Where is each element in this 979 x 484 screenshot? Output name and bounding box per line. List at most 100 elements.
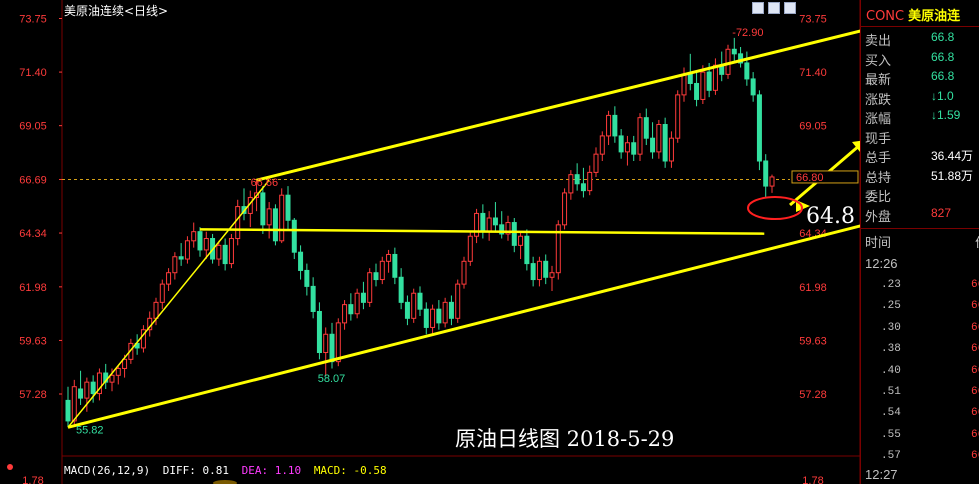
upper-channel-line [256, 0, 979, 182]
candle-body [360, 292, 366, 303]
candle-body [687, 73, 693, 84]
macd-axis-label-right: 1.78 [802, 475, 823, 484]
candle-body [430, 308, 436, 328]
candle-body [417, 292, 423, 310]
candle-body [423, 308, 429, 328]
quote-label: 卖出 [865, 34, 892, 49]
candle-body [662, 124, 668, 162]
tick-row: .25 66 [861, 300, 979, 321]
tick-time-end: 12:27 [865, 467, 898, 482]
tick-time: .57 [881, 450, 901, 463]
y-tick-label-left: 73.75 [19, 14, 47, 26]
candle-body [166, 272, 172, 285]
candle-body [675, 94, 681, 139]
candle-body [71, 386, 77, 422]
candle-body [304, 269, 310, 287]
quote-label: 总持 [865, 170, 892, 186]
tick-time: .54 [881, 407, 901, 420]
candle-body [731, 48, 737, 55]
quote-row: 涨跌 ↓1.0 [865, 89, 979, 109]
candle-body [543, 260, 549, 278]
candle-body [643, 117, 649, 139]
chart-caption: 原油日线图 2018-5-29 [455, 427, 674, 451]
y-tick-label-left: 57.28 [19, 389, 47, 401]
candle-body [744, 62, 750, 80]
candle-body [78, 388, 84, 399]
candle-body [115, 367, 121, 376]
quote-row: 最新 66.8 [865, 69, 979, 89]
candle-body [140, 329, 146, 349]
candle-body [631, 142, 637, 155]
y-tick-label-right: 71.40 [799, 67, 827, 79]
candle-body [323, 333, 329, 354]
candle-body [197, 231, 203, 251]
quote-value: 36.44万 [931, 149, 974, 163]
candle-body [298, 251, 304, 271]
candle-body [373, 272, 379, 281]
tick-row: .23 66 [861, 279, 979, 300]
candle-body [524, 235, 530, 265]
window-maximize-button[interactable] [768, 2, 780, 14]
quote-value: 66.8 [931, 69, 955, 83]
candle-body [329, 333, 335, 363]
candle-body [750, 78, 756, 96]
last-price-box [791, 170, 859, 184]
y-tick-label-right: 61.98 [799, 282, 827, 294]
tick-price: 66 [971, 364, 979, 377]
candle-body [530, 263, 536, 281]
candle-body [285, 194, 291, 221]
candle-body [769, 176, 775, 187]
candle-body [706, 71, 712, 91]
chart-title: 美原油连续<日线> [64, 4, 169, 18]
candle-body [499, 224, 505, 235]
candle-body [386, 253, 392, 262]
window-close-button[interactable] [784, 2, 796, 14]
candle-body [216, 244, 222, 260]
quote-panel: CONC 美原油连 卖出 66.8 买入 66.8 最新 66.8 涨跌 ↓1.0 涨幅 ↓1.59… [860, 0, 979, 484]
scroll-indicator-icon [213, 480, 237, 484]
candle-body [411, 292, 417, 319]
time-header: 时间 [865, 236, 892, 251]
candles [65, 37, 775, 428]
y-tick-label-left: 71.40 [19, 67, 47, 79]
tick-price: 66 [971, 450, 979, 463]
candle-body [712, 64, 718, 91]
candle-body [549, 272, 555, 278]
candle-body [486, 217, 492, 233]
window-restore-button[interactable] [752, 2, 764, 14]
tick-row: .54 66 [861, 407, 979, 428]
candle-body [536, 260, 542, 281]
candle-body [178, 256, 184, 260]
y-tick-label-right: 69.05 [799, 121, 827, 133]
tick-time: .51 [881, 386, 901, 398]
tick-time: .25 [881, 300, 901, 313]
candle-body [474, 212, 480, 237]
macd-legend: MACD(26,12,9) DIFF: 0.81 DEA: 1.10 MACD:… [64, 464, 393, 477]
candle-body [511, 222, 517, 246]
last-price-label: 66.80 [796, 172, 824, 184]
macd-axis-label-left: 1.78 [22, 475, 43, 484]
candle-body [656, 124, 662, 153]
highlight-ellipse [747, 196, 803, 220]
candle-body [681, 73, 687, 96]
y-tick-label-left: 59.63 [19, 335, 47, 347]
tick-price: 66 [971, 300, 979, 313]
candle-body [555, 224, 561, 274]
candle-body [354, 292, 360, 315]
panel-divider [861, 228, 979, 229]
candle-body [725, 48, 731, 75]
y-tick-label-left: 69.05 [19, 121, 47, 133]
candle-body [580, 183, 586, 192]
y-tick-label-right: 73.75 [799, 14, 827, 26]
tick-time: .40 [881, 364, 901, 377]
candle-body [172, 256, 178, 274]
lower-channel-line [67, 194, 979, 429]
tick-row: .30 66 [861, 322, 979, 343]
tick-price: 66 [971, 428, 979, 441]
quote-label: 买入 [865, 53, 892, 69]
candle-body [260, 192, 266, 226]
macd-value: MACD: -0.58 [313, 464, 387, 477]
quote-row: 外盘 827 [865, 206, 979, 226]
macd-params: MACD(26,12,9) [64, 464, 151, 477]
